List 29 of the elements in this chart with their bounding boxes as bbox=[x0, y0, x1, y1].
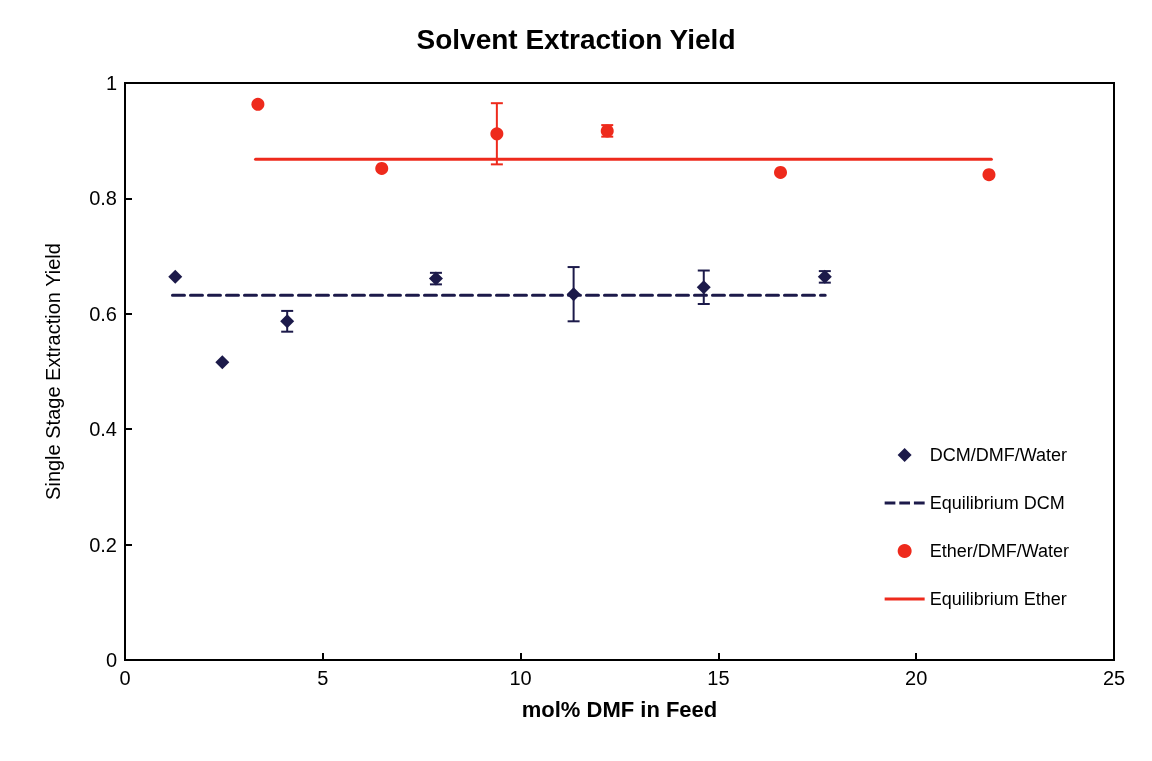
y-axis-title: Single Stage Extraction Yield bbox=[42, 243, 64, 500]
y-tick-label: 0 bbox=[105, 649, 117, 671]
point bbox=[375, 161, 389, 175]
x-axis-title: mol% DMF in Feed bbox=[521, 696, 718, 722]
point bbox=[566, 287, 581, 302]
y-tick-label: 0.6 bbox=[89, 302, 117, 325]
point bbox=[215, 355, 230, 370]
x-tick-label: 15 bbox=[707, 667, 730, 689]
point bbox=[168, 269, 183, 284]
x-tick-label: 0 bbox=[119, 667, 131, 689]
x-tick-label: 5 bbox=[317, 667, 329, 689]
y-tick-label: 0.4 bbox=[89, 418, 117, 441]
legend-label: Ether/DMF/Water bbox=[929, 541, 1070, 561]
y-tick-label: 1 bbox=[105, 72, 117, 94]
x-tick-label: 10 bbox=[509, 667, 532, 689]
legend-label: DCM/DMF/Water bbox=[929, 445, 1067, 465]
chart-title: Solvent Extraction Yield bbox=[416, 23, 736, 55]
point bbox=[774, 165, 788, 179]
point bbox=[696, 280, 711, 295]
x-tick-label: 20 bbox=[905, 667, 928, 689]
y-tick-label: 0.8 bbox=[89, 187, 117, 210]
legend-label: Equilibrium Ether bbox=[929, 589, 1067, 609]
x-tick-label: 25 bbox=[1102, 667, 1126, 689]
point bbox=[251, 97, 265, 111]
point bbox=[982, 168, 996, 182]
y-tick-label: 0.2 bbox=[89, 533, 117, 556]
point bbox=[490, 127, 504, 141]
legend-label: Equilibrium DCM bbox=[929, 493, 1065, 513]
point bbox=[280, 314, 295, 329]
